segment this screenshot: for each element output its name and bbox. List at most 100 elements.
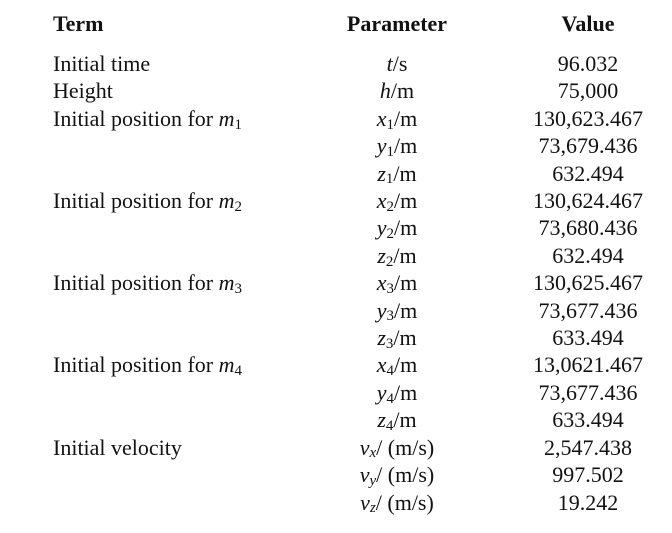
parameter-unit: /m: [394, 297, 418, 323]
value-cell: 632.494: [552, 160, 624, 186]
term-cell: Initial time: [53, 50, 274, 77]
value-cell: 130,624.467: [533, 188, 643, 214]
value-cell: 75,000: [557, 78, 619, 104]
parameter-unit: / (m/s): [375, 489, 434, 515]
parameter-cell: z1/m: [274, 160, 520, 187]
term-cell: [53, 214, 274, 241]
parameter-cell: y4/m: [274, 379, 520, 406]
parameter-unit: /m: [393, 242, 417, 268]
term-text: Initial position for: [53, 105, 219, 131]
parameter-variable: v: [359, 434, 370, 460]
value-cell: 2,547.438: [544, 434, 632, 460]
parameter-unit: /m: [393, 407, 417, 433]
parameter-subscript: 1: [385, 171, 394, 188]
term-cell: [53, 461, 274, 488]
parameter-cell: z4/m: [274, 406, 520, 433]
value-cell: 130,625.467: [533, 270, 643, 296]
value-cell: 73,680.436: [538, 215, 638, 241]
parameter-variable: y: [376, 215, 387, 241]
table-header-row: Term Parameter Value: [53, 10, 656, 50]
table-row: y1/m 73,679.436: [53, 132, 656, 159]
parameter-variable: t: [386, 51, 393, 76]
term-cell: Initial velocity: [53, 434, 274, 461]
table-row: z1/m 632.494: [53, 160, 656, 187]
value-cell: 633.494: [552, 325, 624, 351]
parameter-subscript: 3: [386, 308, 394, 325]
column-header-term: Term: [53, 11, 104, 36]
term-text: Initial position for: [53, 188, 219, 214]
table-row: z4/m 633.494: [53, 406, 656, 433]
term-variable: m: [218, 270, 235, 296]
parameter-cell: y1/m: [274, 132, 520, 159]
value-cell: 96.032: [557, 51, 619, 76]
parameter-variable: y: [376, 133, 387, 159]
parameter-unit: /m: [394, 133, 418, 159]
parameter-unit: /m: [394, 215, 418, 241]
term-cell: Initial position for m2: [53, 187, 274, 214]
parameter-subscript-italic: y: [369, 472, 377, 489]
parameter-unit: /m: [394, 188, 418, 214]
parameters-table: Term Parameter Value Initial time t/s 96…: [53, 10, 656, 516]
parameter-cell: x2/m: [274, 187, 520, 214]
value-cell: 633.494: [552, 407, 624, 433]
term-subscript: 3: [234, 280, 242, 297]
term-variable: m: [218, 188, 235, 214]
parameter-subscript: 2: [385, 253, 394, 270]
term-text: Initial position for: [53, 270, 219, 296]
parameter-variable: z: [377, 242, 386, 268]
parameter-cell: x4/m: [274, 351, 520, 378]
parameter-variable: x: [376, 188, 387, 214]
parameter-subscript-italic: z: [369, 500, 376, 517]
parameter-unit: /m: [393, 160, 417, 186]
parameter-variable: z: [377, 325, 386, 351]
parameter-cell: z2/m: [274, 242, 520, 269]
parameter-unit: / (m/s): [376, 434, 435, 460]
header-row: Term Parameter Value: [53, 10, 656, 50]
term-text: Initial velocity: [53, 434, 182, 460]
column-header-parameter: Parameter: [346, 11, 448, 36]
term-cell: [53, 297, 274, 324]
parameter-unit: /m: [394, 352, 418, 378]
term-cell: [53, 160, 274, 187]
parameter-subscript: 2: [386, 198, 394, 215]
term-variable: m: [218, 352, 235, 378]
parameter-cell: vz/ (m/s): [274, 489, 520, 516]
parameter-variable: h: [379, 78, 391, 104]
table-row: vy/ (m/s) 997.502: [53, 461, 656, 488]
term-cell: [53, 379, 274, 406]
term-variable: m: [218, 105, 235, 131]
table-row: z2/m 632.494: [53, 242, 656, 269]
parameter-cell: t/s: [274, 50, 520, 77]
value-cell: 73,679.436: [538, 133, 638, 159]
parameter-subscript: 1: [386, 116, 394, 133]
parameter-cell: y2/m: [274, 214, 520, 241]
term-cell: Height: [53, 77, 274, 104]
term-subscript: 1: [234, 116, 242, 133]
term-text: Initial position for: [53, 352, 219, 378]
value-cell: 73,677.436: [538, 379, 638, 405]
parameter-cell: h/m: [274, 77, 520, 104]
parameter-variable: y: [376, 297, 387, 323]
term-text: Height: [53, 78, 113, 104]
parameter-variable: x: [376, 352, 387, 378]
term-cell: [53, 406, 274, 433]
parameter-subscript: 1: [386, 143, 394, 160]
column-header-value: Value: [561, 11, 615, 36]
parameter-variable: v: [360, 489, 370, 515]
parameter-cell: vx/ (m/s): [274, 434, 520, 461]
parameter-subscript-italic: x: [369, 445, 377, 462]
parameter-cell: z3/m: [274, 324, 520, 351]
table-row: Height h/m 75,000: [53, 77, 656, 104]
parameter-unit: /s: [392, 51, 408, 76]
table-row: Initial position for m1 x1/m 130,623.467: [53, 105, 656, 132]
table-body: Initial time t/s 96.032 Height h/m 75,00…: [53, 50, 656, 516]
parameter-cell: y3/m: [274, 297, 520, 324]
table-row: Initial velocity vx/ (m/s) 2,547.438: [53, 434, 656, 461]
term-text: Initial time: [53, 51, 151, 76]
term-cell: Initial position for m4: [53, 351, 274, 378]
parameter-unit: /m: [394, 105, 418, 131]
term-cell: [53, 324, 274, 351]
term-subscript: 4: [234, 363, 242, 380]
parameter-unit: /m: [394, 379, 418, 405]
